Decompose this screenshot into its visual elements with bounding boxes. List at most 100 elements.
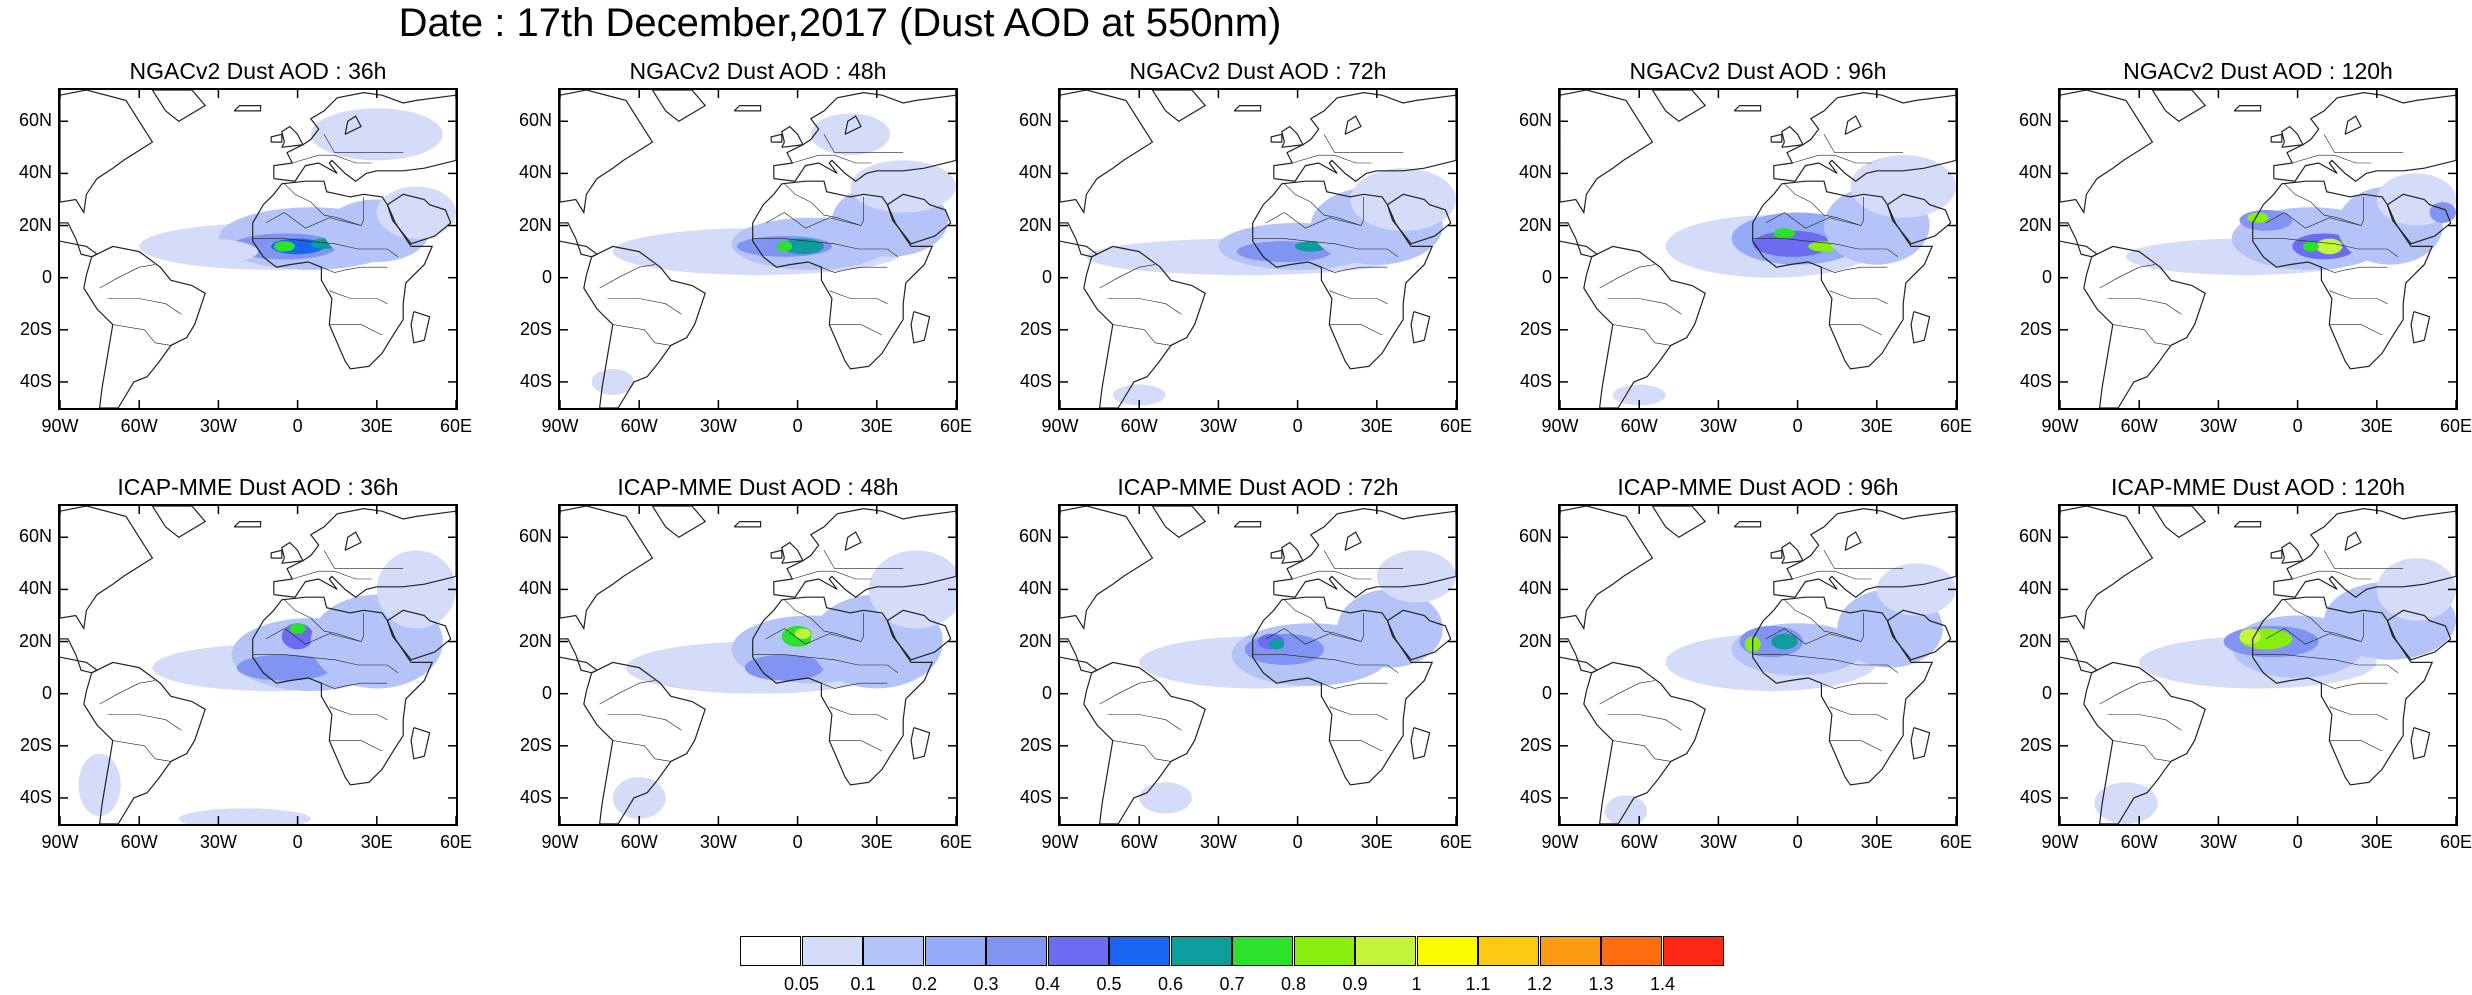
lat-tick-label: 20N: [1018, 214, 1052, 235]
dust-plume: [1139, 782, 1192, 814]
coastline: [770, 133, 783, 143]
lat-tick-label: 20N: [1018, 630, 1052, 651]
coastline: [583, 661, 706, 824]
coastline: [1752, 180, 1934, 370]
dust-plume: [810, 113, 890, 156]
country-border: [321, 682, 388, 689]
country-border: [323, 550, 404, 569]
coastline: [1910, 727, 1931, 760]
coastline: [651, 506, 707, 539]
lon-tick-label: 90W: [41, 416, 79, 436]
colorbar-swatch: [1662, 936, 1724, 966]
country-border: [1829, 324, 1883, 336]
country-border: [2292, 154, 2372, 164]
dust-plume: [1773, 228, 1795, 239]
lat-tick-label: 0: [2041, 682, 2052, 703]
lat-tick-label: 40S: [1019, 370, 1052, 391]
colorbar-swatch: [801, 936, 863, 966]
coastline: [2344, 531, 2362, 551]
coastline: [1281, 125, 1304, 148]
country-border: [1765, 212, 1862, 229]
coastline: [1844, 531, 1862, 551]
country-border: [1284, 183, 1364, 226]
dust-aod-map: [1060, 90, 1456, 408]
lat-tick-label: 60N: [2018, 526, 2052, 547]
lon-tick-label: 90W: [541, 832, 579, 852]
coastline: [1583, 245, 1706, 408]
colorbar-label: 1: [1411, 974, 1422, 994]
colorbar-label: 0.3: [973, 974, 999, 994]
coastline: [1651, 506, 1707, 539]
coastline: [1560, 90, 1654, 215]
coastline: [1344, 115, 1362, 135]
dust-plume-layer: [139, 108, 456, 270]
lat-tick-label: 60N: [1518, 526, 1552, 547]
coastline: [252, 180, 434, 370]
lon-tick-label: 0: [1792, 832, 1803, 852]
coastline: [560, 506, 654, 631]
colorbar-swatch: [1539, 936, 1601, 966]
coastline: [752, 596, 934, 786]
lon-tick-label: 30W: [199, 832, 237, 852]
country-border: [1821, 266, 1888, 273]
colorbar-label: 0.1: [850, 974, 876, 994]
country-border: [2112, 324, 2171, 346]
dust-plume-layer: [2126, 173, 2456, 276]
dust-plume: [1244, 633, 1324, 665]
country-border: [1612, 740, 1671, 762]
coastline: [1151, 506, 1207, 539]
country-border: [112, 740, 171, 762]
lat-tick-label: 60N: [1018, 526, 1052, 547]
lon-tick-label: 30E: [2360, 832, 2393, 852]
lon-tick-label: 60E: [2439, 416, 2472, 436]
lon-tick-label: 90W: [2041, 832, 2079, 852]
lon-tick-label: 0: [1292, 416, 1303, 436]
dust-plume: [591, 368, 634, 395]
lon-tick-label: 0: [292, 832, 303, 852]
lon-tick-label: 60E: [1439, 832, 1473, 852]
coastline: [1273, 507, 1456, 598]
coastline: [233, 105, 262, 112]
coastline: [781, 125, 804, 148]
colorbar-label: 0.8: [1280, 974, 1307, 994]
lon-tick-label: 30E: [860, 832, 893, 852]
dust-plume: [2239, 628, 2261, 645]
lon-tick-label: 30W: [1199, 416, 1237, 436]
lat-tick-label: 20S: [19, 734, 52, 755]
lon-tick-label: 60E: [439, 832, 473, 852]
coastline: [2252, 180, 2434, 370]
dust-aod-map: [560, 90, 956, 408]
lon-tick-label: 60E: [1439, 416, 1473, 436]
country-border: [1792, 154, 1872, 164]
country-border: [1829, 290, 1888, 304]
lat-tick-label: 60N: [1518, 110, 1552, 131]
coastline: [844, 531, 862, 551]
colorbar-swatch: [740, 936, 801, 966]
country-border: [1599, 264, 1656, 289]
lon-tick-label: 90W: [1541, 416, 1579, 436]
lon-tick-label: 0: [792, 416, 803, 436]
lat-tick-label: 20N: [18, 630, 52, 651]
coastline: [233, 521, 262, 528]
coastline: [83, 245, 206, 408]
coastline: [910, 727, 931, 760]
coastline: [844, 115, 862, 135]
lat-tick-label: 20N: [2018, 630, 2052, 651]
dust-plume: [289, 623, 306, 634]
lon-tick-label: 30E: [360, 416, 393, 436]
colorbar-swatch: [1601, 936, 1662, 966]
coastline: [252, 596, 434, 786]
dust-plume-layer: [78, 550, 456, 824]
lat-tick-label: 0: [41, 266, 52, 287]
coastline: [151, 506, 207, 539]
colorbar-label: 0.4: [1034, 974, 1061, 994]
country-border: [2107, 298, 2182, 315]
lon-tick-label: 30E: [860, 416, 893, 436]
country-border: [1292, 570, 1372, 580]
country-border: [329, 290, 388, 304]
dust-plume: [612, 777, 666, 819]
lat-tick-label: 40N: [18, 162, 52, 183]
lon-tick-label: 60W: [1620, 832, 1658, 852]
coastline: [60, 506, 154, 631]
coastline: [1770, 549, 1783, 559]
